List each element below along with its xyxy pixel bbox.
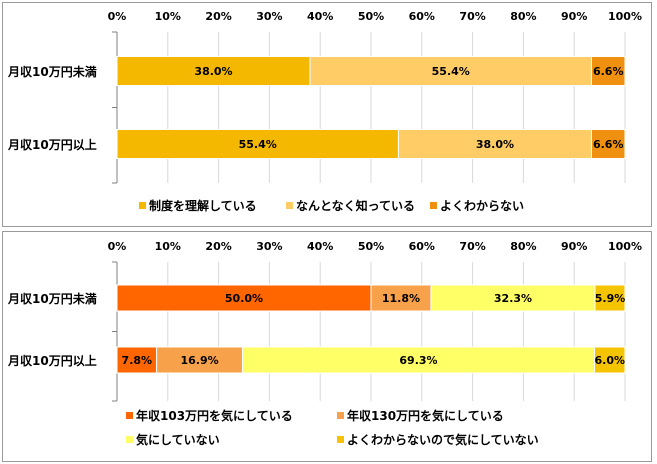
category-label: 月収10万円未満 xyxy=(7,291,97,306)
x-tick-label: 100% xyxy=(608,10,642,23)
bar-segment xyxy=(590,129,626,159)
stacked-bar-chart-income-concern: 0% 10% 20% 30% 40% 50% 60% 70% 80% 90% 100% 月収10万円未… xyxy=(7,240,642,447)
bar-segment xyxy=(594,284,626,312)
x-tick-label: 60% xyxy=(409,240,435,253)
x-tick-label: 50% xyxy=(358,10,384,23)
x-tick-label: 20% xyxy=(205,10,231,23)
legend-swatch xyxy=(139,202,146,209)
data-label: 50.0% xyxy=(225,292,263,305)
chart-panel-understanding: 0% 10% 20% 30% 40% 50% 60% 70% 80% 90% 100% 月収10万円未… xyxy=(2,2,652,227)
x-tick-label: 90% xyxy=(561,10,587,23)
data-label: 38.0% xyxy=(194,65,232,78)
x-tick-label: 60% xyxy=(409,10,435,23)
legend-swatch xyxy=(126,436,133,443)
legend-label: 年収103万円を気にしている xyxy=(136,408,293,423)
data-label: 5.9% xyxy=(595,292,626,305)
data-label: 55.4% xyxy=(432,65,470,78)
data-label: 69.3% xyxy=(399,354,437,367)
data-label: 32.3% xyxy=(494,292,532,305)
x-tick-label: 90% xyxy=(561,240,587,253)
data-label: 6.0% xyxy=(595,354,626,367)
x-tick-label: 20% xyxy=(205,240,231,253)
bar-segment xyxy=(370,284,432,312)
x-tick-label: 70% xyxy=(459,10,485,23)
legend-swatch xyxy=(430,202,437,209)
legend-swatch xyxy=(286,202,293,209)
x-tick-label: 80% xyxy=(510,240,536,253)
x-tick-label: 10% xyxy=(155,240,181,253)
legend-label: 年収130万円を気にしている xyxy=(347,408,504,423)
data-label: 7.8% xyxy=(122,354,153,367)
x-tick-label: 70% xyxy=(459,240,485,253)
legend-label: なんとなく知っている xyxy=(296,198,415,213)
x-tick-label: 10% xyxy=(155,10,181,23)
legend-swatch xyxy=(126,412,133,419)
category-label: 月収10万円以上 xyxy=(7,137,97,152)
bar-segment xyxy=(594,346,626,374)
bar-segment xyxy=(430,284,596,312)
bar-segment xyxy=(116,346,158,374)
data-label: 16.9% xyxy=(180,354,218,367)
data-label: 6.6% xyxy=(593,65,624,78)
legend-swatch xyxy=(337,412,344,419)
data-label: 38.0% xyxy=(476,138,514,151)
x-tick-label: 30% xyxy=(256,240,282,253)
data-label: 55.4% xyxy=(239,138,277,151)
legend-label: よくわからない xyxy=(440,199,524,213)
legend-swatch xyxy=(337,436,344,443)
x-tick-label: 40% xyxy=(307,10,333,23)
chart-panel-income-concern: 0% 10% 20% 30% 40% 50% 60% 70% 80% 90% 100% 月収10万円未… xyxy=(2,231,652,462)
category-label: 月収10万円以上 xyxy=(7,353,97,368)
category-label: 月収10万円未満 xyxy=(7,64,97,79)
x-tick-label: 30% xyxy=(256,10,282,23)
bar-segment xyxy=(590,56,626,86)
x-tick-label: 40% xyxy=(307,240,333,253)
stacked-bar-chart-understanding: 0% 10% 20% 30% 40% 50% 60% 70% 80% 90% 100% 月収10万円未… xyxy=(7,10,642,213)
legend-label: 制度を理解している xyxy=(149,198,257,213)
x-tick-label: 0% xyxy=(108,240,127,253)
data-label: 11.8% xyxy=(382,292,420,305)
x-tick-label: 50% xyxy=(358,240,384,253)
legend-label: 気にしていない xyxy=(136,432,220,447)
x-tick-label: 80% xyxy=(510,10,536,23)
data-label: 6.6% xyxy=(593,138,624,151)
x-tick-label: 0% xyxy=(108,10,127,23)
x-tick-label: 100% xyxy=(608,240,642,253)
legend-label: よくわからないので気にしていない xyxy=(347,432,539,447)
